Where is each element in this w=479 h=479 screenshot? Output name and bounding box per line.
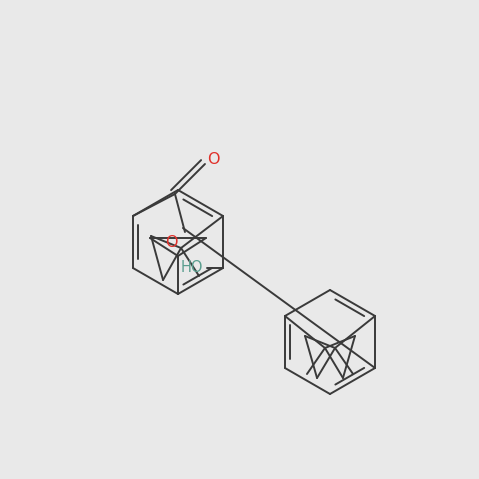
Text: HO: HO <box>181 261 203 275</box>
Text: O: O <box>165 235 177 250</box>
Text: O: O <box>207 151 219 167</box>
